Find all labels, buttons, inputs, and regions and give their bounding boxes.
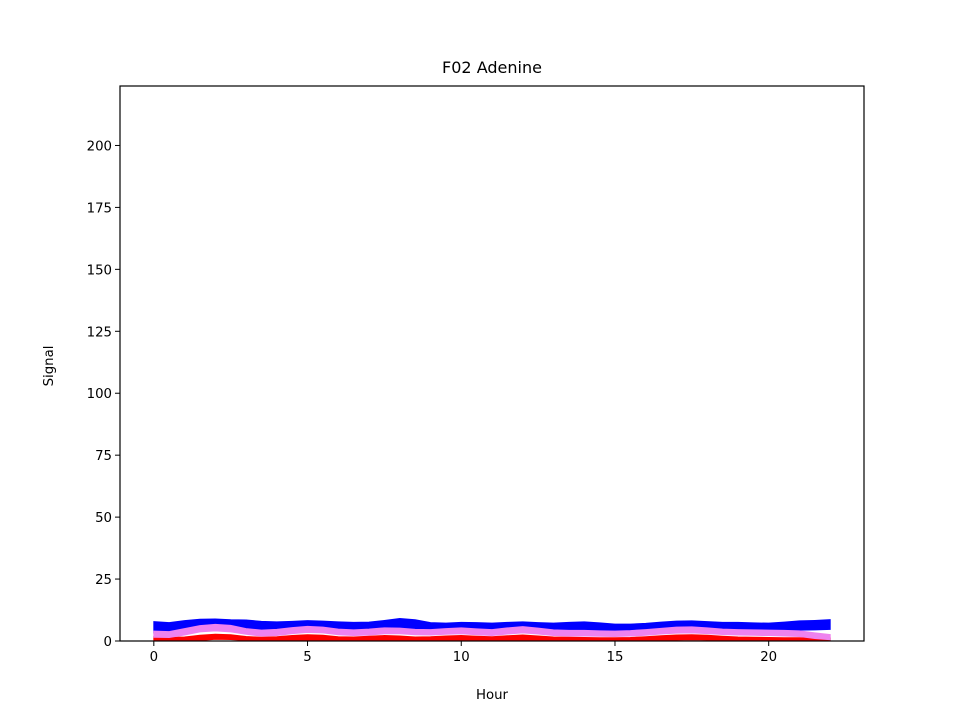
y-tick-label: 175 bbox=[87, 201, 112, 216]
x-tick-label: 5 bbox=[303, 650, 311, 665]
x-tick-label: 20 bbox=[760, 650, 777, 665]
series-band-3 bbox=[153, 623, 831, 641]
y-tick-label: 50 bbox=[95, 511, 112, 526]
plot-background bbox=[120, 86, 864, 641]
plot-frame bbox=[119, 85, 865, 642]
series-layer bbox=[153, 617, 831, 642]
x-axis: 0 5 10 15 20 bbox=[150, 641, 777, 665]
x-tick-label: 10 bbox=[453, 650, 470, 665]
y-tick-label: 125 bbox=[87, 325, 112, 340]
y-axis-label: Signal bbox=[42, 346, 57, 387]
y-axis: 0 25 50 75 100 125 150 175 200 bbox=[87, 139, 120, 650]
chart-title: F02 Adenine bbox=[442, 58, 542, 77]
x-tick-label: 15 bbox=[607, 650, 624, 665]
y-tick-label: 0 bbox=[104, 635, 112, 650]
x-axis-label: Hour bbox=[476, 688, 509, 703]
y-tick-label: 100 bbox=[87, 387, 112, 402]
y-tick-label: 25 bbox=[95, 573, 112, 588]
y-tick-label: 150 bbox=[87, 263, 112, 278]
x-tick-label: 0 bbox=[150, 650, 158, 665]
y-tick-label: 200 bbox=[87, 139, 112, 154]
y-tick-label: 75 bbox=[95, 449, 112, 464]
